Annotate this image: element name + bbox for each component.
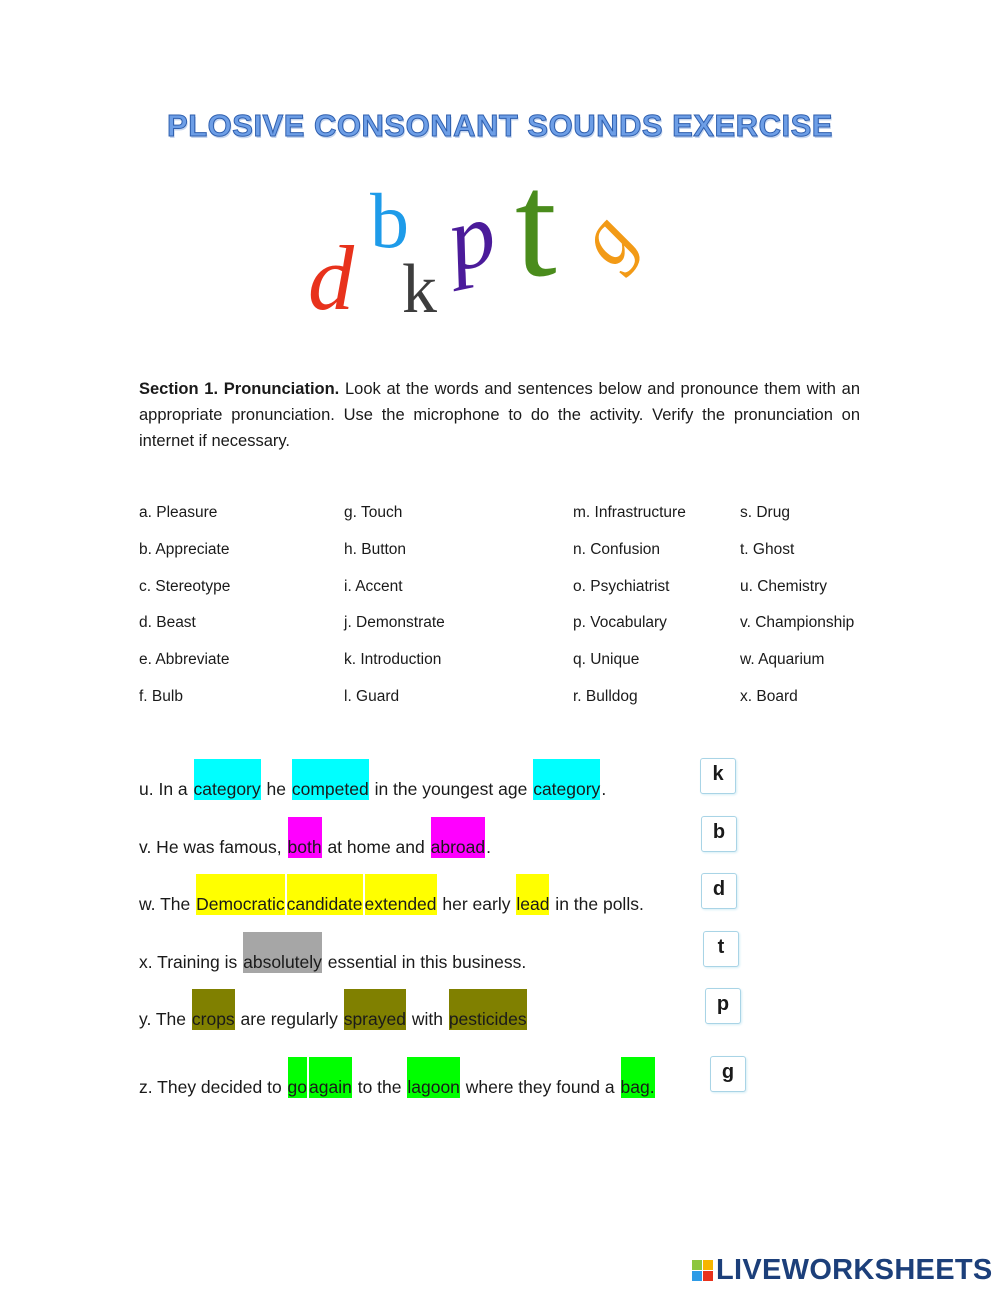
word-item: t. Ghost (740, 540, 795, 558)
word-item: n. Confusion (573, 540, 661, 558)
word-item: x. Board (740, 688, 798, 705)
answer-box-t[interactable]: t (703, 931, 739, 967)
sentence-text: at home and (322, 837, 430, 857)
answer-box-b[interactable]: b (701, 816, 737, 852)
letter-p: p (437, 181, 505, 291)
word-item: q. Unique (573, 651, 640, 669)
answer-box-k[interactable]: k (700, 758, 736, 794)
live-badge-icon (692, 1260, 713, 1281)
sentence-text: . (486, 837, 491, 857)
highlighted-word[interactable]: lagoon (407, 1057, 460, 1098)
word-item: d. Beast (139, 614, 196, 632)
sentence-text: he (261, 779, 291, 799)
word-item: a. Pleasure (139, 504, 218, 521)
word-item: h. Button (344, 540, 407, 558)
sentence: x. Training is absolutely essential in t… (139, 932, 526, 973)
sentence-text: where they found a (460, 1077, 620, 1097)
word-item: v. Championship (740, 614, 855, 632)
answer-box-p[interactable]: p (705, 988, 741, 1024)
word-item: c. Stereotype (139, 577, 231, 595)
sentence: z. They decided to go again to the lagoon… (139, 1057, 656, 1098)
highlighted-word[interactable]: bag. (620, 1057, 655, 1098)
highlighted-word[interactable]: category (193, 759, 261, 800)
highlighted-word[interactable]: crops (191, 989, 235, 1030)
sentence: u. In a category he competed in the youn… (139, 759, 606, 800)
letter-g: g (557, 197, 651, 280)
word-item: w. Aquarium (740, 651, 825, 669)
word-item: p. Vocabulary (573, 614, 667, 632)
highlighted-word[interactable]: competed (291, 759, 369, 800)
sentence-text: y. The (139, 1009, 191, 1029)
sentence-text: with (406, 1009, 448, 1029)
page-title: PLOSIVE CONSONANT SOUNDS EXERCISE (167, 108, 833, 144)
sentence-text: to the (352, 1077, 407, 1097)
highlighted-word[interactable]: absolutely (243, 932, 322, 973)
sentence: v. He was famous, both at home and abroa… (139, 817, 491, 858)
liveworksheets-logo: LIVEWORKSHEETS (692, 1254, 993, 1287)
word-item: f. Bulb (139, 688, 183, 705)
letter-k: k (402, 251, 437, 328)
highlighted-word[interactable]: again (309, 1057, 352, 1098)
letter-b: b (370, 177, 409, 264)
answer-box-d[interactable]: d (701, 873, 737, 909)
word-item: k. Introduction (344, 651, 442, 669)
sentence-text: her early (437, 894, 516, 914)
highlighted-word[interactable]: category (533, 759, 601, 800)
word-item: b. Appreciate (139, 540, 230, 558)
sentence-text: v. He was famous, (139, 837, 287, 857)
section-heading: Section 1. Pronunciation. (139, 380, 340, 398)
word-item: u. Chemistry (740, 577, 827, 595)
letter-t: t (515, 142, 557, 308)
sentence-text: in the youngest age (369, 779, 533, 799)
highlighted-word[interactable]: pesticides (448, 989, 527, 1030)
word-item: s. Drug (740, 504, 790, 521)
word-item: e. Abbreviate (139, 651, 230, 669)
brand-name: LIVEWORKSHEETS (716, 1254, 993, 1286)
word-item: l. Guard (344, 688, 400, 705)
letter-d: d (308, 227, 354, 329)
sentence-text: in the polls. (550, 894, 644, 914)
word-item: r. Bulldog (573, 688, 638, 705)
highlighted-word[interactable]: candidate (286, 874, 363, 915)
instructions-text: Look at the words and sentences below an… (139, 380, 861, 450)
highlighted-word[interactable]: lead (516, 874, 550, 915)
highlighted-word[interactable]: extended (364, 874, 437, 915)
sentence: w. The Democratic candidate extended her e… (139, 874, 644, 915)
sentence-text: x. Training is (139, 952, 243, 972)
highlighted-word[interactable]: Democratic (196, 874, 285, 915)
sentence-text: are regularly (235, 1009, 343, 1029)
sentence-text: w. The (139, 894, 196, 914)
sentence: y. The crops are regularly sprayed with … (139, 989, 528, 1030)
section-instructions: Section 1. Pronunciation. Look at the wo… (139, 376, 860, 454)
word-item: i. Accent (344, 577, 403, 595)
sentence-text: z. They decided to (139, 1077, 287, 1097)
highlighted-word[interactable]: sprayed (343, 989, 406, 1030)
sentence-text: . (601, 779, 607, 799)
word-item: o. Psychiatrist (573, 577, 670, 595)
word-item: j. Demonstrate (344, 614, 445, 632)
highlighted-word[interactable]: abroad (430, 817, 486, 858)
word-item: m. Infrastructure (573, 504, 686, 521)
answer-box-g[interactable]: g (710, 1056, 746, 1092)
highlighted-word[interactable]: both (287, 817, 322, 858)
sentence-text: u. In a (139, 779, 193, 799)
highlighted-word[interactable]: go (287, 1057, 308, 1098)
sentence-text: essential in this business. (322, 952, 527, 972)
word-item: g. Touch (344, 504, 403, 521)
